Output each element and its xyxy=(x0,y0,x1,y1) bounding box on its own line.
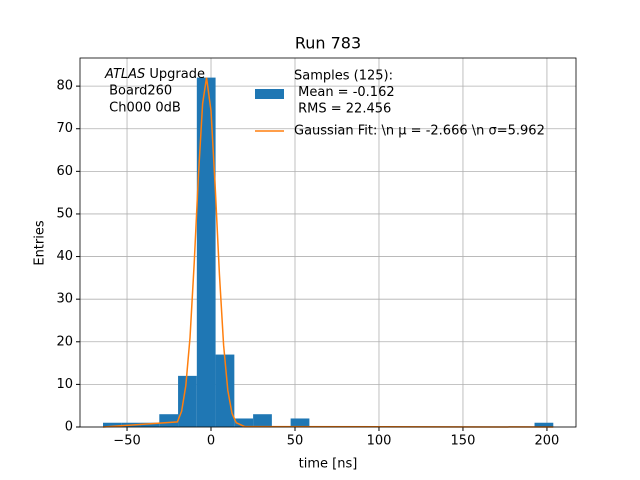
bar xyxy=(215,354,235,427)
fit-line xyxy=(102,77,554,428)
x-tick-label: 100 xyxy=(367,434,392,449)
annotation: Board260 xyxy=(105,84,172,99)
y-tick-label: 60 xyxy=(56,164,73,179)
legend-swatch xyxy=(255,89,284,99)
annotation-part: Upgrade xyxy=(145,67,205,82)
y-tick-label: 30 xyxy=(56,292,73,307)
x-tick-label: 200 xyxy=(535,434,560,449)
x-tick-label: −50 xyxy=(113,434,140,449)
x-tick-label: 150 xyxy=(451,434,476,449)
y-tick-label: 40 xyxy=(56,249,73,264)
bar xyxy=(103,422,122,427)
y-tick-label: 20 xyxy=(56,334,73,349)
axes-frame xyxy=(79,57,577,428)
bar xyxy=(178,375,197,427)
y-tick-label: 0 xyxy=(65,420,73,435)
annotation-part: ATLAS xyxy=(104,67,145,82)
y-tick-label: 80 xyxy=(56,79,73,94)
bar xyxy=(534,422,554,427)
x-tick-label: 50 xyxy=(287,434,304,449)
bar xyxy=(253,414,272,427)
y-tick-label: 10 xyxy=(56,377,73,392)
y-tick-label: 70 xyxy=(56,121,73,136)
legend-label: Samples (125): xyxy=(294,69,393,84)
chart-title: Run 783 xyxy=(295,34,361,53)
bar xyxy=(140,422,160,427)
annotation: ATLAS Upgrade xyxy=(104,67,205,82)
y-tick-label: 50 xyxy=(56,206,73,221)
bar xyxy=(159,414,179,427)
bar xyxy=(290,418,310,427)
bar xyxy=(196,77,216,427)
x-tick-label: 0 xyxy=(207,434,215,449)
legend-label: RMS = 22.456 xyxy=(294,102,391,117)
y-axis-label: Entries xyxy=(33,220,48,266)
bar xyxy=(234,418,254,427)
legend-label: Gaussian Fit: \n μ = -2.666 \n σ=5.962 xyxy=(294,124,545,139)
annotation: Ch000 0dB xyxy=(105,101,181,116)
x-axis-label: time [ns] xyxy=(299,457,358,472)
legend-label: Mean = -0.162 xyxy=(294,85,395,100)
